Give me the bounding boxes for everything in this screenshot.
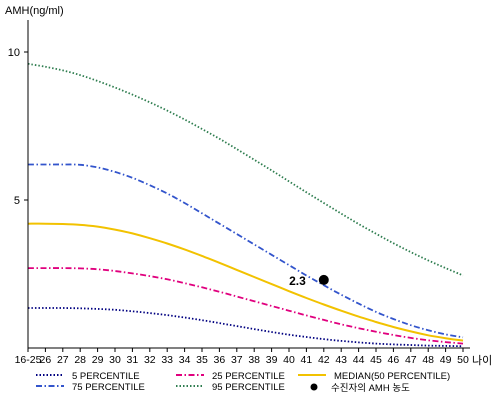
patient-amh-marker [318,274,329,285]
x-tick-label: 43 [335,354,347,366]
x-tick-label: 41 [301,354,313,366]
x-tick-label: 44 [353,354,365,366]
x-tick-label: 30 [109,354,121,366]
x-tick-label: 48 [422,354,434,366]
legend-label-0: 5 PERCENTILE [72,371,140,382]
y-tick-label: 5 [14,195,20,207]
y-axis-label: AMH(ng/ml) [5,5,64,17]
plot-area: 2.3 [27,62,464,348]
x-tick-label: 32 [144,354,156,366]
legend: 5 PERCENTILE 25 PERCENTILE MEDIAN(50 PERCE… [36,371,450,394]
x-tick-label: 35 [196,354,208,366]
legend-label-3: 75 PERCENTILE [72,382,145,393]
x-tick-label: 39 [266,354,278,366]
x-tick-label: 33 [161,354,173,366]
x-tick-label: 49 [440,354,452,366]
series-line-3 [28,163,464,339]
legend-label-1: 25 PERCENTILE [212,371,285,382]
legend-marker-label: 수진자의 AMH 농도 [331,383,410,394]
x-tick-label: 16-25 [15,354,42,366]
x-tick-label: 47 [405,354,417,366]
x-tick-label: 26 [40,354,52,366]
y-tick-label: 10 [8,47,20,59]
x-tick-label: 38 [248,354,260,366]
x-tick-label: 34 [179,354,191,366]
x-tick-label: 27 [57,354,69,366]
series-line-1 [28,267,464,345]
x-tick-label: 29 [92,354,104,366]
x-tick-label: 45 [370,354,382,366]
x-tick-label: 28 [74,354,86,366]
legend-label-2: MEDIAN(50 PERCENTILE) [334,371,450,382]
x-tick-label: 37 [231,354,243,366]
x-tick-label: 50 [457,354,469,366]
x-tick-label: 42 [318,354,330,366]
series-line-2 [27,222,464,342]
x-tick-label: 40 [283,354,295,366]
x-tick-label: 46 [388,354,400,366]
patient-amh-value-label: 2.3 [289,274,306,288]
legend-marker-swatch [310,383,318,391]
x-tick-label: 36 [214,354,226,366]
legend-label-4: 95 PERCENTILE [212,382,285,393]
x-tick-label: 31 [127,354,139,366]
series-line-4 [27,62,464,277]
series-line-0 [27,307,464,348]
x-axis-label: 나이 [472,354,492,367]
